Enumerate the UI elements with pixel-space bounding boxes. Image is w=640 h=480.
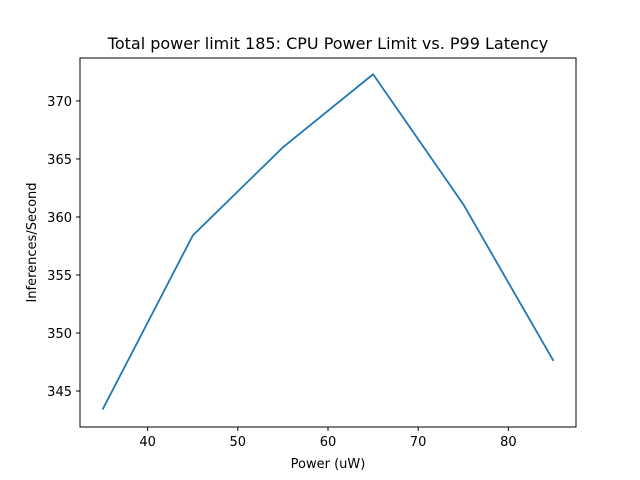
y-tick-label: 345 bbox=[47, 385, 72, 400]
y-tick-label: 365 bbox=[47, 153, 72, 168]
x-tick-label: 50 bbox=[230, 435, 247, 450]
x-axis-label: Power (uW) bbox=[291, 457, 366, 472]
x-tick-label: 60 bbox=[320, 435, 337, 450]
y-tick-label: 350 bbox=[47, 327, 72, 342]
series-line bbox=[101, 73, 555, 411]
x-tick-label: 40 bbox=[139, 435, 156, 450]
x-axis: 40 50 60 70 80 bbox=[139, 427, 517, 450]
y-axis: 345 350 355 360 365 370 bbox=[47, 95, 80, 400]
chart-title: Total power limit 185: CPU Power Limit v… bbox=[107, 34, 548, 53]
x-tick-label: 70 bbox=[410, 435, 427, 450]
y-tick-label: 355 bbox=[47, 269, 72, 284]
y-tick-label: 370 bbox=[47, 95, 72, 110]
y-axis-label: Inferences/Second bbox=[25, 182, 40, 302]
x-tick-label: 80 bbox=[500, 435, 517, 450]
series-layer bbox=[101, 73, 555, 411]
y-tick-label: 360 bbox=[47, 211, 72, 226]
